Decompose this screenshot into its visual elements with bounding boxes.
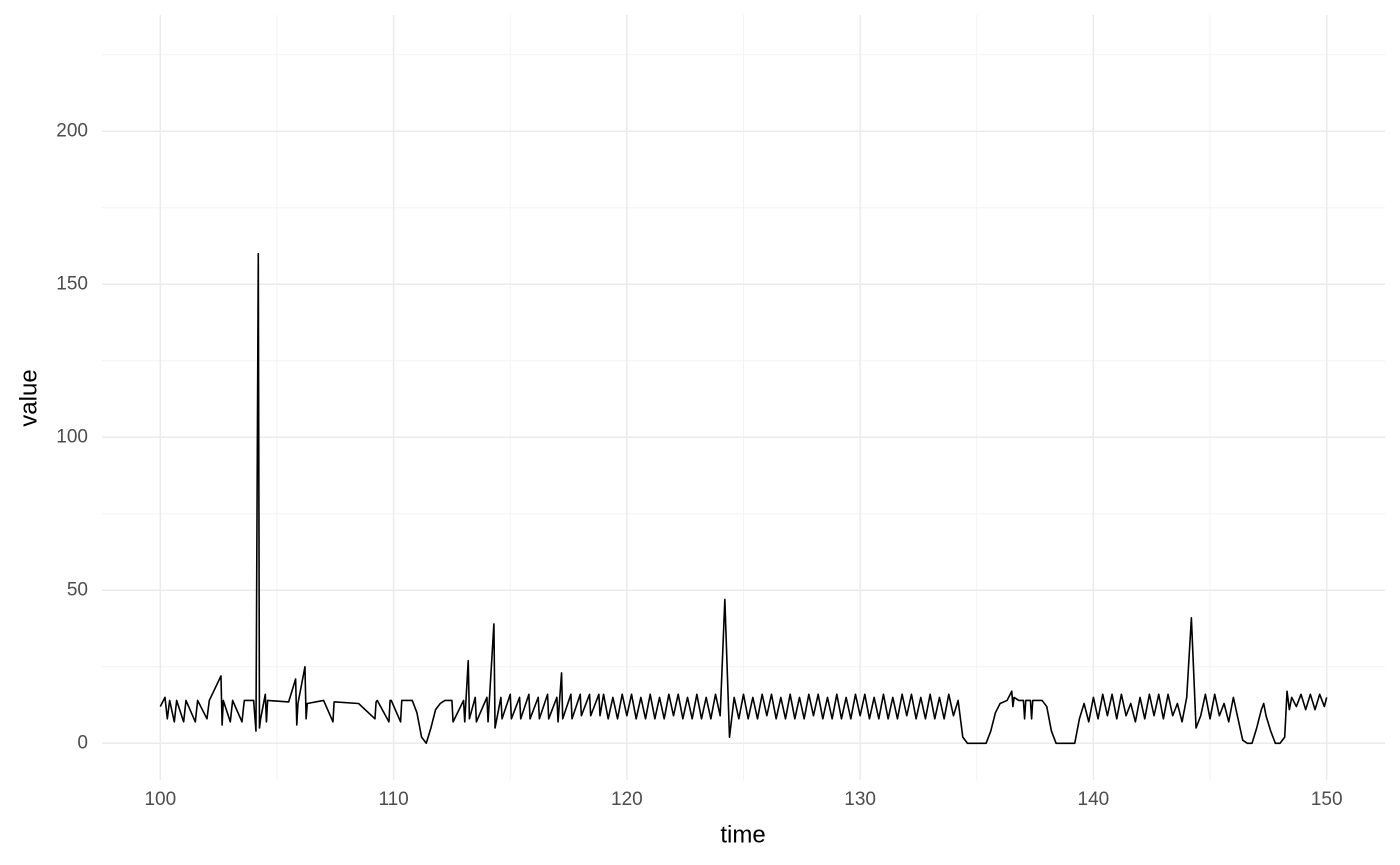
- x-tick-label: 110: [378, 789, 408, 810]
- labels: 0 50 100 150 200 100 110 120 130 140 150: [56, 120, 1342, 810]
- x-tick-label: 100: [144, 789, 176, 810]
- data-line: [159, 252, 1328, 745]
- x-tick-label: 120: [611, 789, 643, 810]
- y-axis-title: value: [15, 369, 42, 426]
- y-tick-label: 150: [56, 273, 88, 294]
- x-axis-title: time: [720, 821, 765, 848]
- y-tick-label: 100: [56, 426, 88, 447]
- y-tick-label: 200: [56, 120, 88, 141]
- y-tick-label: 50: [67, 579, 88, 600]
- x-tick-label: 130: [844, 789, 876, 810]
- x-tick-label: 140: [1078, 789, 1110, 810]
- x-tick-label: 150: [1311, 789, 1343, 810]
- y-tick-label: 0: [77, 732, 88, 753]
- grid: [102, 15, 1385, 780]
- marks: [159, 252, 1328, 745]
